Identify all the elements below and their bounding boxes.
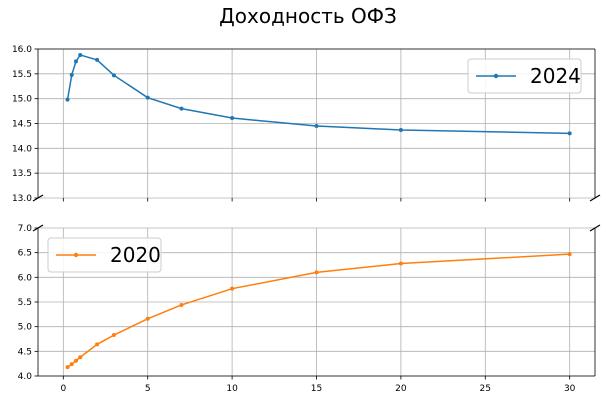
y-tick-label: 16.0 — [12, 45, 32, 55]
y-tick-label: 6.0 — [18, 273, 33, 283]
y-tick-label: 13.0 — [12, 194, 32, 204]
data-point-2020 — [111, 333, 116, 338]
axis-break-mark — [589, 224, 601, 232]
y-tick-label: 13.5 — [12, 169, 32, 179]
panel-upper: 13.0 13.5 14.0 14.5 15.0 15.5 16.0 2024 — [12, 45, 596, 204]
data-point-2020 — [567, 252, 572, 257]
y-tick-label: 14.0 — [12, 144, 32, 154]
y-tick-label: 15.5 — [12, 70, 32, 80]
data-point-2020 — [65, 365, 70, 370]
axis-break-mark — [589, 194, 601, 202]
data-point-2020 — [95, 342, 100, 347]
data-point-2020 — [230, 286, 235, 291]
panel-lower: 4.0 4.5 5.0 5.5 6.0 6.5 7.0 0 5 10 15 20 25 30 2020 — [18, 224, 596, 394]
data-point-2020 — [69, 362, 74, 367]
y-tick-label: 6.5 — [18, 249, 32, 259]
x-tick-label: 20 — [395, 384, 407, 394]
legend-marker-2020 — [73, 252, 79, 258]
legend-label-2024: 2024 — [530, 64, 581, 88]
data-point-2024 — [69, 72, 74, 77]
data-point-2024 — [398, 127, 403, 132]
x-tick-label: 5 — [145, 384, 151, 394]
legend-box — [467, 58, 582, 94]
axis-break-mark — [32, 224, 44, 232]
data-point-2024 — [65, 97, 70, 102]
data-point-2024 — [230, 116, 235, 121]
y-tick-label: 4.0 — [18, 372, 33, 382]
data-point-2020 — [78, 355, 83, 360]
legend-2020: 2020 — [47, 237, 162, 273]
data-point-2024 — [73, 59, 78, 64]
legend-marker-2024 — [493, 73, 499, 79]
axis-break-mark — [32, 194, 44, 202]
y-tick-label: 14.5 — [12, 120, 32, 130]
x-tick-label: 0 — [60, 384, 66, 394]
data-point-2024 — [179, 106, 184, 111]
data-point-2020 — [179, 302, 184, 307]
plot-area: 13.0 13.5 14.0 14.5 15.0 15.5 16.0 2024 4.0 4.5 5.… — [12, 45, 601, 394]
data-point-2020 — [398, 261, 403, 266]
data-point-2020 — [314, 270, 319, 275]
data-point-2024 — [145, 95, 150, 100]
data-point-2020 — [73, 358, 78, 363]
x-tick-label: 10 — [226, 384, 238, 394]
y-tick-label: 7.0 — [18, 224, 33, 234]
series-line-2024 — [66, 54, 570, 135]
legend-box — [47, 237, 162, 273]
y-tick-label: 4.5 — [18, 347, 32, 357]
legend-2024: 2024 — [467, 58, 582, 94]
data-point-2024 — [111, 73, 116, 78]
y-tick-label: 5.5 — [18, 298, 32, 308]
data-point-2024 — [78, 52, 83, 57]
y-tick-label: 15.0 — [12, 95, 32, 105]
x-tick-label: 25 — [480, 384, 491, 394]
x-tick-label: 30 — [564, 384, 576, 394]
data-point-2020 — [145, 316, 150, 321]
data-point-2024 — [314, 123, 319, 128]
chart-title: Доходность ОФЗ — [219, 4, 397, 28]
legend-label-2020: 2020 — [110, 243, 161, 267]
x-tick-label: 15 — [311, 384, 322, 394]
data-point-2024 — [95, 57, 100, 62]
data-point-2024 — [567, 131, 572, 136]
y-tick-label: 5.0 — [18, 323, 33, 333]
